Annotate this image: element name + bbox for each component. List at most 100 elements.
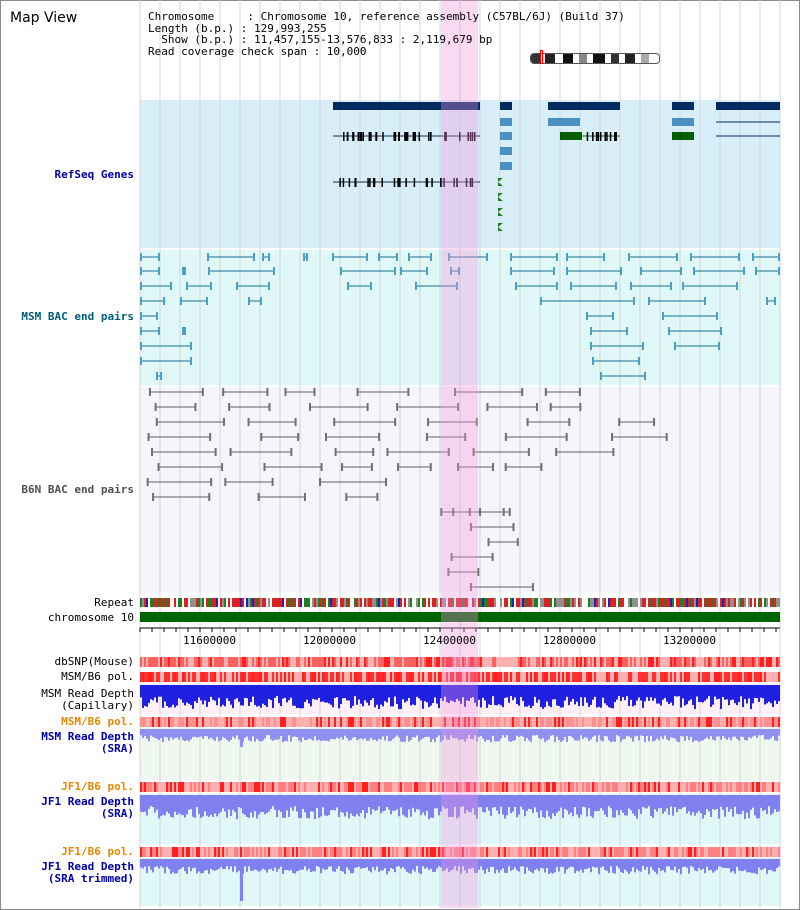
refseq-exon	[425, 178, 428, 187]
repeat-segment	[688, 598, 690, 607]
repeat-segment	[500, 598, 502, 607]
msm-cap-depth-bar	[696, 685, 698, 697]
msm-b6-pol-heat	[454, 717, 456, 727]
dbsnp-heat	[568, 657, 570, 667]
dbsnp-heat	[470, 657, 472, 667]
track-label-b6n-bac[interactable]: B6N BAC end pairs	[21, 483, 134, 496]
msm-b6-pol-heat	[710, 672, 712, 682]
jf1-b6-pol-heat	[474, 847, 476, 857]
jf1-trim-depth-bar	[306, 859, 308, 871]
jf1-b6-pol-heat	[170, 847, 172, 857]
jf1-sra-depth-bar	[492, 795, 494, 808]
msm-sra-depth-bar	[716, 729, 718, 737]
jf1-b6-pol-heat	[420, 847, 422, 857]
jf1-trim-depth-bar	[518, 859, 520, 872]
msm-sra-depth-bar	[590, 729, 592, 740]
jf1-trim-depth-bar	[494, 859, 496, 874]
refseq-exon	[445, 132, 447, 141]
msm-bac-end	[160, 372, 162, 380]
dbsnp-heat	[694, 657, 696, 667]
msm-cap-depth-bar	[622, 685, 624, 698]
jf1-b6-pol-heat	[394, 782, 396, 792]
dbsnp-heat	[280, 657, 282, 667]
track-label-repeat[interactable]: Repeat	[94, 596, 134, 609]
msm-sra-depth-bar	[374, 729, 376, 740]
jf1-b6-pol-heat	[670, 847, 672, 857]
jf1-b6-pol-heat	[358, 782, 360, 792]
jf1-b6-pol-heat	[376, 782, 378, 792]
jf1-b6-pol-heat	[724, 782, 726, 792]
selected-region-highlight[interactable]	[441, 0, 478, 908]
msm-b6-pol-heat	[666, 672, 668, 682]
chromosome-ideogram[interactable]	[530, 53, 660, 64]
refseq-exon	[373, 178, 376, 187]
msm-b6-pol-heat	[394, 717, 396, 727]
msm-cap-depth-bar	[592, 685, 594, 700]
jf1-b6-pol-heat	[172, 847, 174, 857]
track-label-msm-b6-pol[interactable]: MSM/B6 pol.	[61, 670, 134, 683]
msm-cap-depth-bar	[198, 685, 200, 698]
repeat-segment	[590, 598, 592, 607]
jf1-sra-depth-bar	[660, 795, 662, 809]
msm-bac-end	[716, 312, 718, 320]
msm-cap-depth-bar	[604, 685, 606, 704]
jf1-b6-pol-heat	[338, 847, 340, 857]
jf1-trim-depth-bar	[484, 859, 486, 874]
track-label-jf1-read-depth-sra[interactable]: JF1 Read Depth (SRA)	[41, 795, 134, 820]
track-label-jf1-read-depth-trim[interactable]: JF1 Read Depth (SRA trimmed)	[41, 860, 134, 885]
jf1-sra-depth-bar	[312, 795, 314, 812]
jf1-b6-pol-heat	[430, 847, 432, 857]
jf1-b6-pol-heat	[222, 847, 224, 857]
track-label-refseq[interactable]: RefSeq Genes	[54, 168, 134, 181]
msm-sra-depth-bar	[380, 729, 382, 740]
jf1-b6-pol-heat	[452, 782, 454, 792]
msm-sra-depth-bar	[344, 729, 346, 736]
dbsnp-heat	[600, 657, 602, 667]
jf1-sra-depth-bar	[222, 795, 224, 809]
jf1-trim-depth-bar	[646, 859, 648, 867]
repeat-segment	[206, 598, 208, 607]
dbsnp-heat	[326, 657, 328, 667]
track-label-msm-read-depth-sra[interactable]: MSM Read Depth (SRA)	[41, 730, 134, 755]
repeat-segment	[522, 598, 524, 607]
msm-b6-pol-heat	[258, 717, 260, 727]
msm-cap-depth-bar	[672, 685, 674, 706]
refseq-gene	[672, 132, 694, 140]
jf1-b6-pol-heat	[330, 847, 332, 857]
jf1-b6-pol-heat	[732, 782, 734, 792]
jf1-sra-depth-bar	[616, 795, 618, 811]
dbsnp-heat	[378, 657, 380, 667]
dbsnp-heat	[552, 657, 554, 667]
msm-b6-pol-heat	[448, 672, 450, 682]
dbsnp-heat	[252, 657, 254, 667]
msm-sra-depth-bar	[196, 729, 198, 738]
track-label-jf1-b6-pol-2[interactable]: JF1/B6 pol.	[61, 845, 134, 858]
msm-b6-pol-heat	[754, 672, 756, 682]
b6n-bac-end	[271, 478, 274, 486]
msm-sra-depth-bar	[290, 729, 292, 742]
repeat-segment	[578, 598, 580, 607]
refseq-exon	[615, 132, 617, 141]
msm-cap-depth-bar	[680, 685, 682, 708]
msm-sra-depth-bar	[202, 729, 204, 739]
jf1-trim-depth-bar	[522, 859, 524, 867]
jf1-sra-depth-bar	[758, 795, 760, 819]
track-label-msm-read-depth-capillary[interactable]: MSM Read Depth (Capillary)	[41, 687, 134, 712]
msm-cap-depth-bar	[616, 685, 618, 700]
msm-b6-pol-heat	[312, 717, 314, 727]
refseq-exon	[412, 132, 415, 141]
jf1-trim-depth-bar	[532, 859, 534, 874]
repeat-segment	[638, 598, 640, 607]
track-label-msm-b6-pol-2[interactable]: MSM/B6 pol.	[61, 715, 134, 728]
dbsnp-heat	[674, 657, 676, 667]
dbsnp-heat	[192, 657, 194, 667]
msm-cap-depth-bar	[316, 685, 318, 700]
msm-cap-depth-bar	[304, 685, 306, 703]
jf1-b6-pol-heat	[174, 782, 176, 792]
track-label-jf1-b6-pol[interactable]: JF1/B6 pol.	[61, 780, 134, 793]
refseq-exon	[606, 132, 608, 141]
track-label-dbsnp[interactable]: dbSNP(Mouse)	[54, 655, 134, 668]
track-label-msm-bac[interactable]: MSM BAC end pairs	[21, 310, 134, 323]
msm-cap-depth-bar	[256, 685, 258, 707]
